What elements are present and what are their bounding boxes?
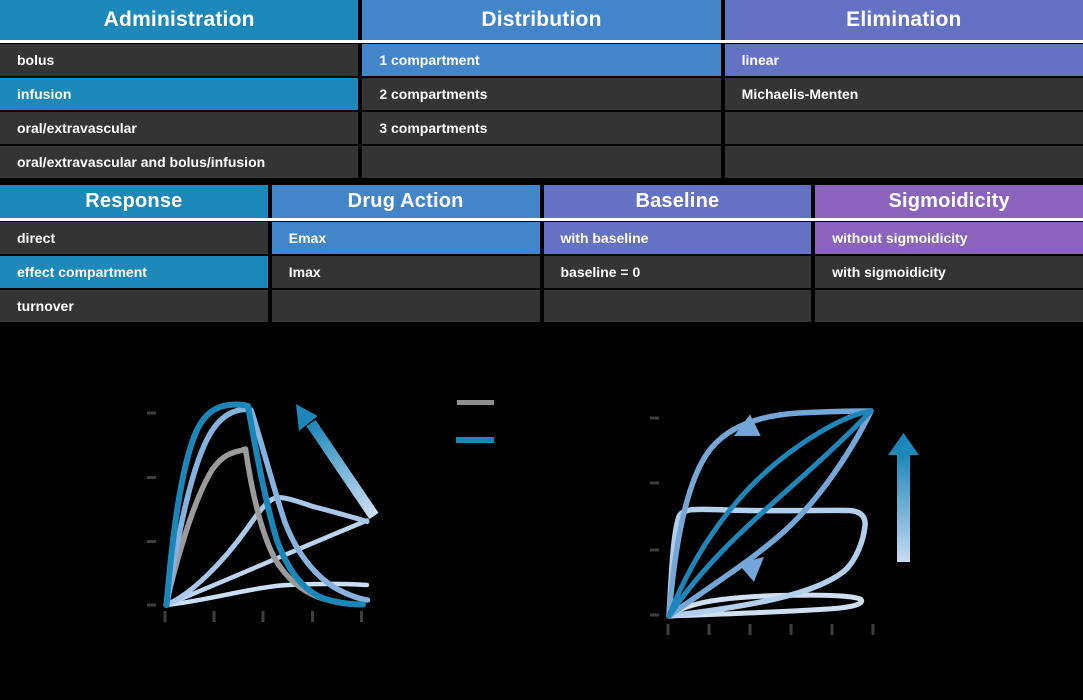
pd-header-separator — [0, 218, 1083, 221]
empty-cell — [815, 290, 1083, 322]
option-bolus[interactable]: bolus — [0, 44, 359, 76]
curve-flattest-light-curve — [163, 581, 370, 608]
column-baseline: with baseline baseline = 0 — [543, 222, 812, 324]
column-response: direct effect compartment turnover — [0, 222, 268, 324]
empty-cell — [724, 146, 1083, 178]
column-sigmoidicity: without sigmoidicity with sigmoidicity — [815, 222, 1083, 324]
curve-wide-blue-loop-upper — [666, 408, 874, 619]
option-1-compartment[interactable]: 1 compartment — [362, 44, 721, 76]
gradient-arrow-up-left-shaft — [306, 419, 379, 520]
loop-direction-arrow-left-icon — [734, 414, 761, 436]
curve-teal-selected-curve — [163, 401, 366, 608]
option-without-sigmoidicity[interactable]: without sigmoidicity — [815, 222, 1083, 254]
curve-rising-light-line — [163, 518, 370, 608]
legend-swatch-gray — [457, 400, 494, 405]
empty-cell — [362, 146, 721, 178]
column-elimination: linear Michaelis-Menten — [724, 44, 1083, 180]
option-oral-extravascular[interactable]: oral/extravascular — [0, 112, 359, 144]
concentration-time — [147, 401, 379, 622]
header-drug-action: Drug Action — [271, 185, 540, 218]
pk-table-body: bolus infusion oral/extravascular oral/extr… — [0, 44, 1083, 180]
option-imax[interactable]: Imax — [271, 256, 540, 288]
pk-model-table: Administration Distribution Elimination bo… — [0, 0, 1083, 180]
option-baseline-0[interactable]: baseline = 0 — [543, 256, 812, 288]
empty-cell — [724, 112, 1083, 144]
curve-blue-effect-curve — [164, 406, 371, 608]
option-effect-compartment[interactable]: effect compartment — [0, 256, 268, 288]
pk-header-separator — [0, 40, 1083, 43]
column-distribution: 1 compartment 2 compartments 3 compartment… — [362, 44, 721, 180]
curve-wide-blue-loop-lower — [666, 408, 874, 619]
option-with-sigmoidicity[interactable]: with sigmoidicity — [815, 256, 1083, 288]
option-with-baseline[interactable]: with baseline — [543, 222, 812, 254]
curve-flat-top-loop — [666, 506, 868, 619]
option-2-compartments[interactable]: 2 compartments — [362, 78, 721, 110]
header-response: Response — [0, 185, 268, 218]
plots-area — [0, 324, 1083, 700]
legend-swatch-teal — [456, 437, 494, 443]
plots-svg — [147, 400, 919, 635]
effect-vs-concentration-hysteresis — [650, 408, 919, 635]
option-direct[interactable]: direct — [0, 222, 268, 254]
option-turnover[interactable]: turnover — [0, 290, 268, 322]
pd-table-headers: Response Drug Action Baseline Sigmoidicity — [0, 185, 1083, 218]
curve-flattest-loop — [666, 592, 864, 619]
column-drug-action: Emax Imax — [271, 222, 540, 324]
pk-table-headers: Administration Distribution Elimination — [0, 0, 1083, 40]
option-emax[interactable]: Emax — [271, 222, 540, 254]
pd-table-body: direct effect compartment turnover Emax Imax… — [0, 222, 1083, 324]
curve-teal-loop-lower — [666, 408, 874, 619]
column-administration: bolus infusion oral/extravascular oral/extr… — [0, 44, 359, 180]
option-linear[interactable]: linear — [724, 44, 1083, 76]
loop-direction-arrow-upright-icon — [738, 557, 764, 582]
empty-cell — [543, 290, 812, 322]
curve-teal-loop-upper — [666, 408, 874, 619]
option-michaelis-menten[interactable]: Michaelis-Menten — [724, 78, 1083, 110]
header-administration: Administration — [0, 0, 359, 40]
header-baseline: Baseline — [543, 185, 812, 218]
header-elimination: Elimination — [724, 0, 1083, 40]
option-infusion[interactable]: infusion — [0, 78, 359, 110]
header-sigmoidicity: Sigmoidicity — [815, 185, 1083, 218]
gradient-arrow-up-left-icon — [296, 404, 318, 431]
option-3-compartments[interactable]: 3 compartments — [362, 112, 721, 144]
gradient-arrow-up-icon — [888, 433, 919, 455]
empty-cell — [271, 290, 540, 322]
header-distribution: Distribution — [362, 0, 721, 40]
option-oral-extravascular-and-bolus-infusion[interactable]: oral/extravascular and bolus/infusion — [0, 146, 359, 178]
pd-model-table: Response Drug Action Baseline Sigmoidicity … — [0, 185, 1083, 324]
